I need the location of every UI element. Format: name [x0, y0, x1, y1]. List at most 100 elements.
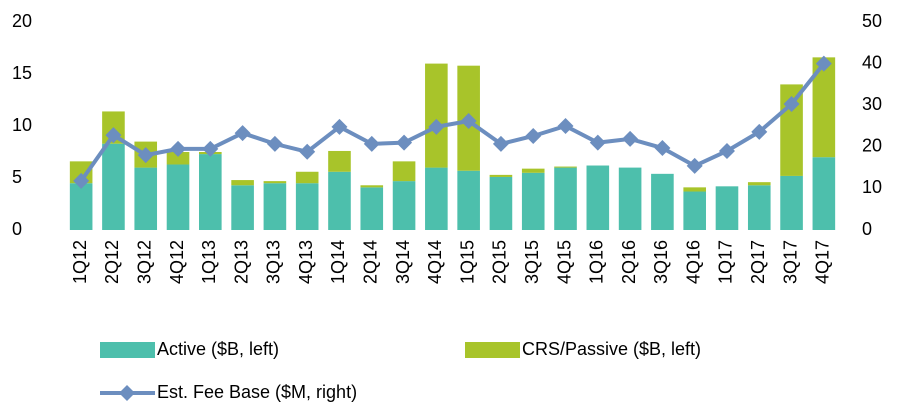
x-tick-label: 3Q15 [522, 240, 542, 284]
legend-label: CRS/Passive ($B, left) [522, 339, 701, 359]
bar [425, 63, 448, 168]
legend-marker [119, 385, 135, 401]
bar [166, 152, 190, 165]
bar [780, 175, 803, 230]
marker [460, 113, 477, 130]
bar [489, 176, 513, 230]
marker [234, 125, 251, 142]
marker [202, 140, 219, 157]
y-tick-label: 0 [12, 219, 22, 239]
bar [425, 167, 448, 230]
bar [360, 187, 384, 230]
y-tick-label: 5 [12, 167, 22, 187]
bar [554, 167, 577, 230]
bar [651, 173, 674, 230]
marker [622, 130, 639, 147]
x-tick-label: 2Q14 [361, 240, 381, 284]
bar [747, 185, 771, 230]
bar [231, 185, 254, 230]
bar [295, 171, 319, 184]
x-tick-label: 1Q17 [716, 240, 736, 284]
bar [715, 186, 739, 230]
x-tick-label: 3Q13 [264, 240, 284, 284]
y-tick-label: 10 [12, 115, 32, 135]
bar [231, 180, 254, 186]
marker [589, 134, 606, 151]
marker [815, 55, 832, 72]
y2-tick-label: 30 [862, 94, 882, 114]
y2-tick-label: 10 [862, 177, 882, 197]
marker [73, 172, 90, 189]
legend-swatch [100, 342, 155, 358]
x-tick-label: 4Q16 [683, 240, 703, 284]
bar [328, 150, 351, 172]
marker [331, 118, 348, 135]
x-tick-label: 2Q15 [490, 240, 510, 284]
bar [489, 174, 513, 177]
x-tick-label: 1Q12 [70, 240, 90, 284]
x-tick-label: 4Q13 [296, 240, 316, 284]
x-tick-label: 1Q14 [328, 240, 348, 284]
marker [396, 134, 413, 151]
bar [586, 165, 610, 230]
marker [137, 147, 154, 164]
x-tick-label: 3Q16 [651, 240, 671, 284]
marker [525, 127, 542, 144]
bar [521, 168, 545, 173]
marker [363, 135, 380, 152]
bar [683, 191, 706, 230]
legend-swatch [465, 342, 520, 358]
marker [557, 118, 574, 134]
bar [102, 143, 125, 230]
y2-tick-label: 0 [862, 219, 872, 239]
marker [105, 127, 122, 144]
y2-tick-label: 20 [862, 136, 882, 156]
bar [69, 183, 93, 230]
x-tick-label: 1Q15 [457, 240, 477, 284]
x-tick-label: 4Q14 [425, 240, 445, 284]
x-tick-label: 3Q12 [134, 240, 154, 284]
marker [686, 157, 703, 174]
marker [492, 135, 509, 152]
bar [263, 183, 287, 230]
legend-label: Est. Fee Base ($M, right) [157, 382, 357, 402]
marker [654, 140, 671, 157]
legend-label: Active ($B, left) [157, 339, 279, 359]
bar [134, 167, 158, 230]
bar [69, 161, 93, 184]
marker [718, 142, 735, 159]
x-tick-label: 3Q17 [780, 240, 800, 284]
x-tick-label: 1Q13 [199, 240, 219, 284]
bar [328, 171, 351, 230]
line [79, 62, 826, 183]
y2-tick-label: 50 [862, 11, 882, 31]
x-tick-label: 4Q12 [167, 240, 187, 284]
bar [166, 164, 190, 230]
x-tick-label: 4Q15 [554, 240, 574, 284]
marker [783, 95, 800, 112]
bar [618, 167, 642, 230]
bar [392, 161, 416, 182]
bar [360, 185, 384, 188]
x-tick-label: 2Q17 [748, 240, 768, 284]
x-tick-label: 1Q16 [587, 240, 607, 284]
y2-tick-label: 40 [862, 52, 882, 72]
x-tick-label: 2Q16 [619, 240, 639, 284]
y-tick-label: 15 [12, 63, 32, 83]
bar [521, 172, 545, 230]
marker [428, 118, 445, 135]
marker [170, 140, 187, 157]
bar [295, 183, 319, 230]
bar [683, 187, 706, 192]
y-tick-label: 20 [12, 11, 32, 31]
bar [457, 170, 480, 230]
bar [812, 157, 836, 230]
bar [199, 154, 222, 230]
marker [751, 123, 768, 140]
x-tick-label: 4Q17 [813, 240, 833, 284]
marker [299, 143, 316, 160]
bar [392, 181, 416, 230]
x-tick-label: 2Q12 [102, 240, 122, 284]
bar [747, 182, 771, 186]
